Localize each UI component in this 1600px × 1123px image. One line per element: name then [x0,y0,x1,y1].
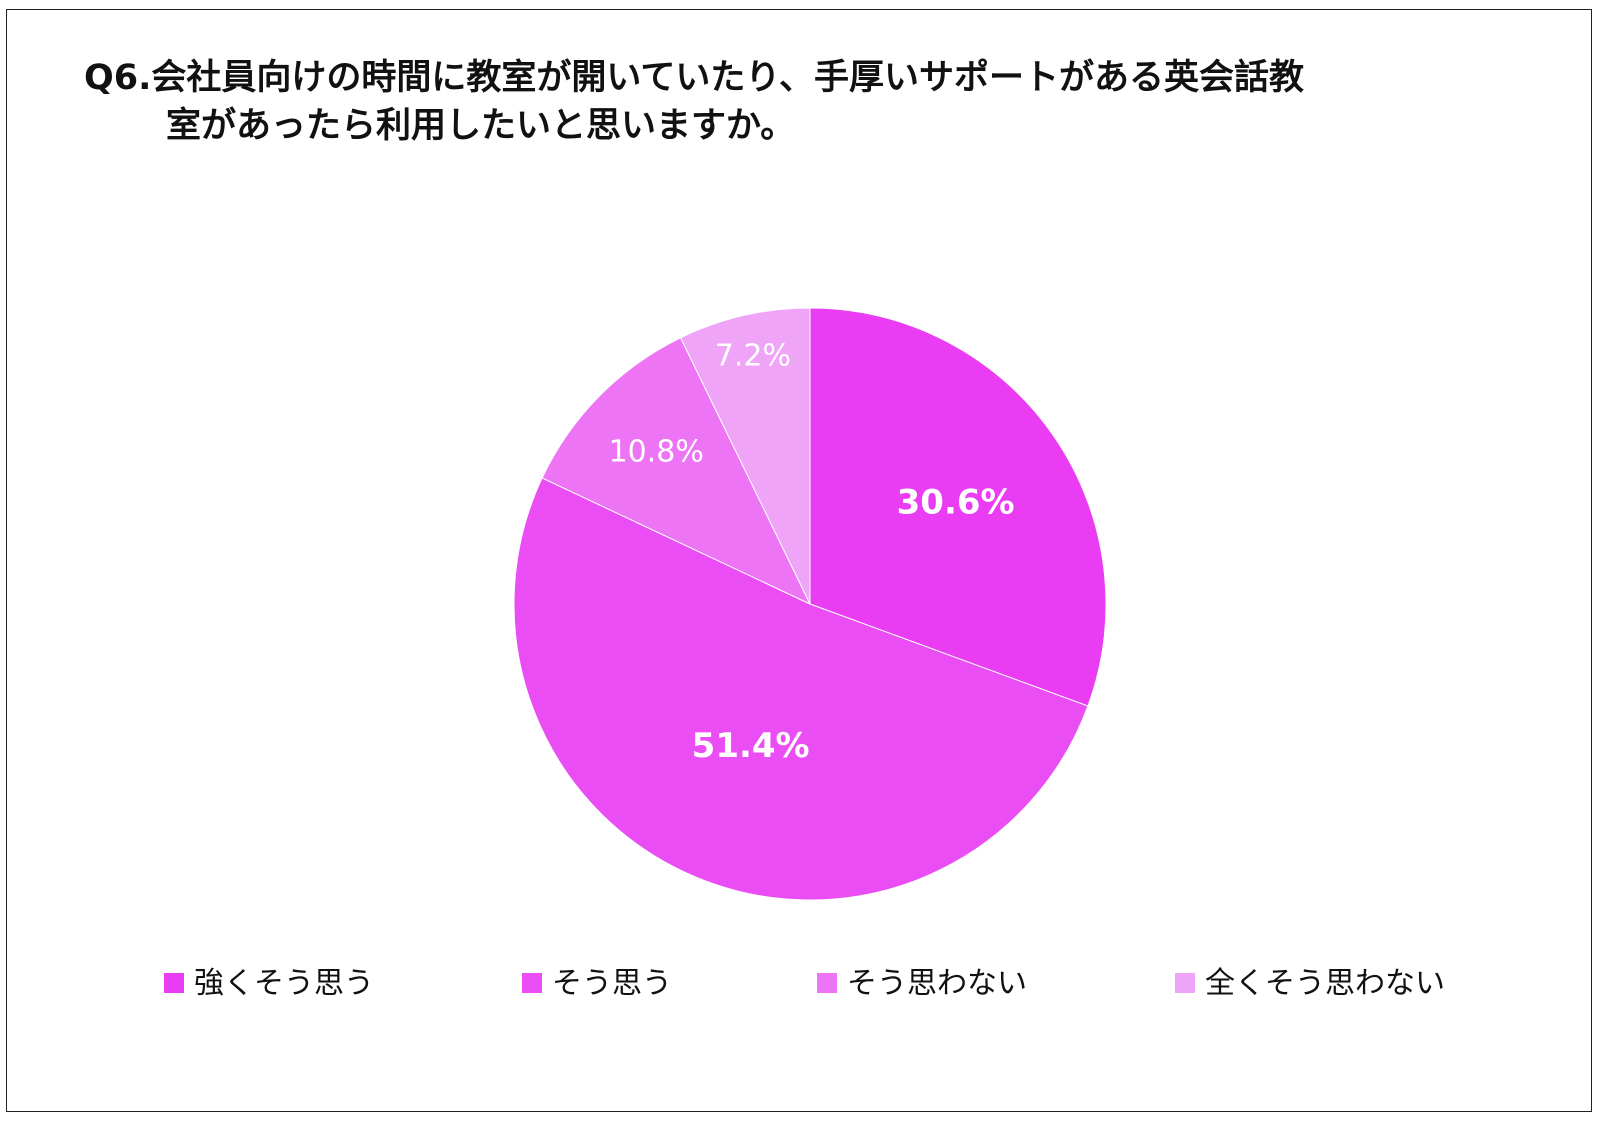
pie-slices [513,307,1107,901]
chart-title-line-1: Q6.会社員向けの時間に教室が開いていたり、手厚いサポートがある英会話教 [84,58,1304,98]
chart-title: Q6.会社員向けの時間に教室が開いていたり、手厚いサポートがある英会話教 室があ… [84,54,1524,150]
chart-legend: 強くそう思う そう思う そう思わない 全くそう思わない [0,958,1600,1002]
pie-slice-label-2: 10.8% [609,435,704,470]
legend-item-3: 全くそう思わない [1175,958,1445,1002]
legend-item-1: そう思う [522,958,672,1002]
pie-slice-1 [513,477,1089,901]
legend-label-3: 全くそう思わない [1205,966,1445,1001]
pie-slice-label-1: 51.4% [692,726,810,766]
legend-swatch-2 [817,973,837,993]
pie-slice-label-0: 30.6% [897,482,1015,522]
pie-slice-2 [541,337,812,606]
pie-slice-labels: 30.6% 51.4% 10.8% 7.2% [609,338,1015,766]
legend-label-0: 強くそう思う [194,966,374,1001]
pie-slice-label-3: 7.2% [715,338,791,373]
legend-swatch-0 [164,973,184,993]
pie-slice-3 [679,307,811,605]
legend-swatch-3 [1175,973,1195,993]
legend-item-2: そう思わない [817,958,1027,1002]
legend-swatch-1 [522,973,542,993]
legend-label-1: そう思う [552,966,672,1001]
chart-title-line-2: 室があったら利用したいと思いますか。 [166,106,796,146]
legend-label-2: そう思わない [847,966,1027,1001]
legend-item-0: 強くそう思う [164,958,374,1002]
pie-slice-0 [809,307,1107,707]
